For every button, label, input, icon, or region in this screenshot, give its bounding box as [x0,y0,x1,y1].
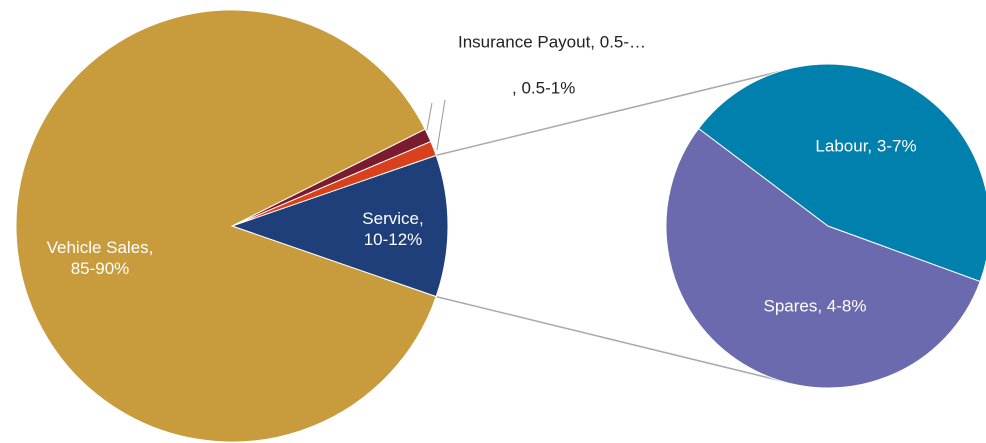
connector-line [435,66,799,157]
pie-slice [697,63,986,283]
leader-line [436,99,446,151]
slice-label: Service, 10-12% [362,209,424,249]
slice-label: Vehicle Sales, 85-90% [46,238,154,278]
pie-slice [230,154,449,298]
slice-label: Insurance Payout, 0.5-… [458,32,647,52]
slice-label: , 0.5-1% [512,78,576,98]
slice-label: Labour, 3-7% [815,136,917,156]
slice-label: Spares, 4-8% [763,296,867,316]
pie-slice [15,9,437,443]
connector-line [435,295,799,386]
leader-line [426,102,433,131]
pie-slice [665,127,981,389]
